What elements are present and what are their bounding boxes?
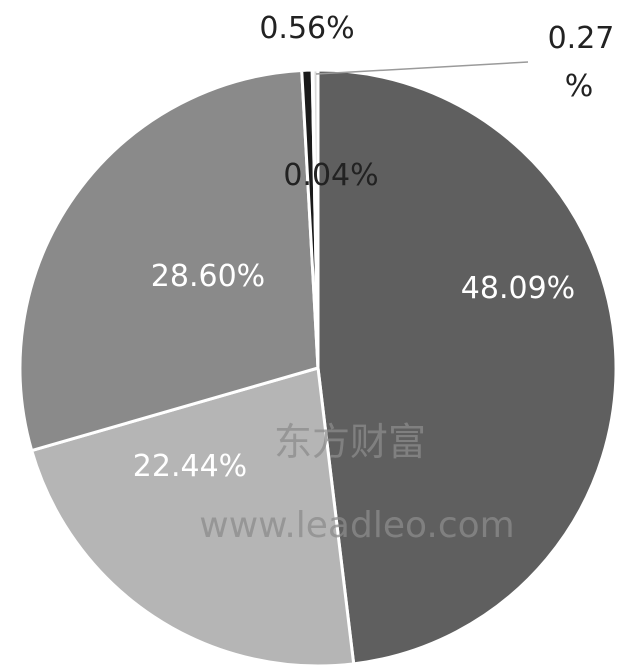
slice-label-0-56: 0.56% [259,11,354,46]
slice-label-0-27-value: 0.27 [548,21,615,56]
slice-label-0-04: 0.04% [283,158,378,193]
pie-slice-0-27 [311,68,320,370]
slice-label-0-27-percent: % [565,69,594,104]
watermark-url: www.leadleo.com [199,505,514,546]
slice-label-48-09: 48.09% [461,271,575,306]
pie-slice-22-44 [30,366,356,668]
pie-slices [18,68,618,668]
pie-slice-28-60 [18,68,320,453]
watermark-cn: 东方财富 [274,420,426,464]
leader-line [315,61,529,75]
slice-label-28-60: 28.60% [151,259,265,294]
slice-label-22-44: 22.44% [133,449,247,484]
pie-slice-48-09 [316,68,618,666]
